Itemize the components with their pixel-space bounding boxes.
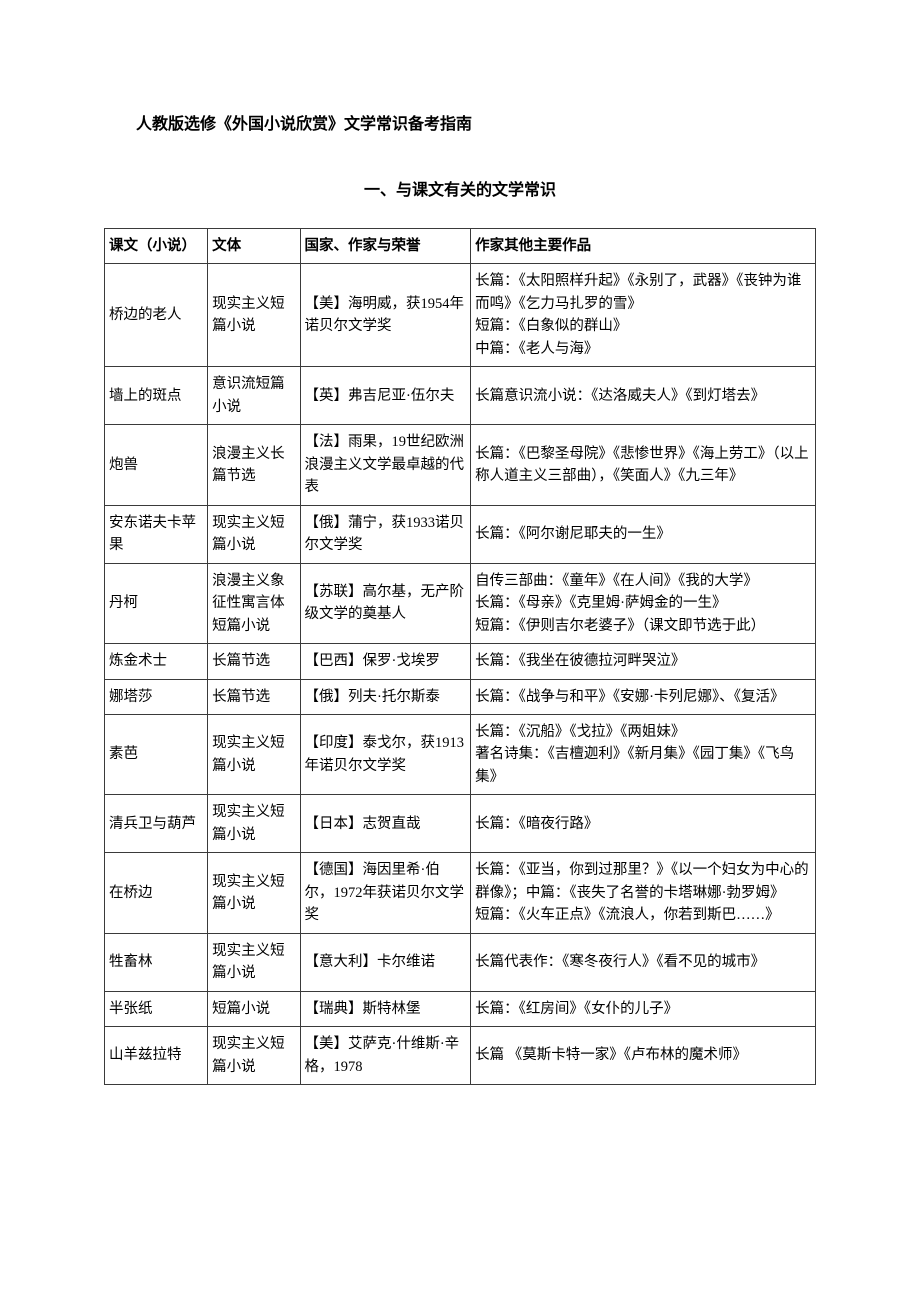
table-row: 素芭现实主义短篇小说【印度】泰戈尔，获1913年诺贝尔文学奖长篇：《沉船》《戈拉… xyxy=(105,714,816,794)
table-cell: 长篇：《沉船》《戈拉》《两姐妹》著名诗集：《吉檀迦利》《新月集》《园丁集》《飞鸟… xyxy=(471,714,816,794)
table-cell: 【意大利】卡尔维诺 xyxy=(300,933,471,991)
table-cell: 长篇：《亚当，你到过那里？》《以一个妇女为中心的群像》；中篇：《丧失了名誉的卡塔… xyxy=(471,853,816,933)
table-cell: 长篇：《阿尔谢尼耶夫的一生》 xyxy=(471,505,816,563)
table-cell: 现实主义短篇小说 xyxy=(208,853,300,933)
table-cell: 炼金术士 xyxy=(105,644,208,679)
table-cell: 现实主义短篇小说 xyxy=(208,505,300,563)
table-cell: 长篇 《莫斯卡特一家》《卢布林的魔术师》 xyxy=(471,1027,816,1085)
table-cell: 浪漫主义象征性寓言体短篇小说 xyxy=(208,563,300,643)
table-cell: 长篇：《战争与和平》《安娜·卡列尼娜》、《复活》 xyxy=(471,679,816,714)
table-cell: 长篇节选 xyxy=(208,679,300,714)
table-cell: 【俄】列夫·托尔斯泰 xyxy=(300,679,471,714)
section-heading: 一、与课文有关的文学常识 xyxy=(104,176,816,200)
table-cell: 牲畜林 xyxy=(105,933,208,991)
table-cell: 【英】弗吉尼亚·伍尔夫 xyxy=(300,367,471,425)
table-row: 清兵卫与葫芦现实主义短篇小说【日本】志贺直哉长篇：《暗夜行路》 xyxy=(105,795,816,853)
table-cell: 【俄】蒲宁，获1933诺贝尔文学奖 xyxy=(300,505,471,563)
table-header-row: 课文（小说） 文体 国家、作家与荣誉 作家其他主要作品 xyxy=(105,229,816,264)
table-row: 娜塔莎长篇节选【俄】列夫·托尔斯泰长篇：《战争与和平》《安娜·卡列尼娜》、《复活… xyxy=(105,679,816,714)
table-row: 炼金术士长篇节选【巴西】保罗·戈埃罗长篇：《我坐在彼德拉河畔哭泣》 xyxy=(105,644,816,679)
table-row: 墙上的斑点意识流短篇小说【英】弗吉尼亚·伍尔夫长篇意识流小说：《达洛威夫人》《到… xyxy=(105,367,816,425)
table-cell: 娜塔莎 xyxy=(105,679,208,714)
table-cell: 现实主义短篇小说 xyxy=(208,933,300,991)
table-cell: 长篇意识流小说：《达洛威夫人》《到灯塔去》 xyxy=(471,367,816,425)
table-cell: 【巴西】保罗·戈埃罗 xyxy=(300,644,471,679)
table-cell: 现实主义短篇小说 xyxy=(208,795,300,853)
table-cell: 意识流短篇小说 xyxy=(208,367,300,425)
table-cell: 长篇：《红房间》《女仆的儿子》 xyxy=(471,991,816,1026)
table-cell: 安东诺夫卡苹果 xyxy=(105,505,208,563)
table-row: 半张纸短篇小说【瑞典】斯特林堡长篇：《红房间》《女仆的儿子》 xyxy=(105,991,816,1026)
table-row: 桥边的老人现实主义短篇小说【美】海明威，获1954年诺贝尔文学奖长篇：《太阳照样… xyxy=(105,264,816,367)
table-cell: 现实主义短篇小说 xyxy=(208,714,300,794)
table-cell: 长篇：《巴黎圣母院》《悲惨世界》《海上劳工》（以上称人道主义三部曲），《笑面人》… xyxy=(471,425,816,505)
table-row: 安东诺夫卡苹果现实主义短篇小说【俄】蒲宁，获1933诺贝尔文学奖长篇：《阿尔谢尼… xyxy=(105,505,816,563)
table-cell: 山羊兹拉特 xyxy=(105,1027,208,1085)
table-cell: 【美】艾萨克·什维斯·辛格，1978 xyxy=(300,1027,471,1085)
table-cell: 桥边的老人 xyxy=(105,264,208,367)
table-cell: 【苏联】高尔基，无产阶级文学的奠基人 xyxy=(300,563,471,643)
table-cell: 墙上的斑点 xyxy=(105,367,208,425)
table-cell: 长篇：《暗夜行路》 xyxy=(471,795,816,853)
table-cell: 素芭 xyxy=(105,714,208,794)
header-works: 作家其他主要作品 xyxy=(471,229,816,264)
table-cell: 现实主义短篇小说 xyxy=(208,1027,300,1085)
table-row: 丹柯浪漫主义象征性寓言体短篇小说【苏联】高尔基，无产阶级文学的奠基人自传三部曲：… xyxy=(105,563,816,643)
table-cell: 长篇代表作：《寒冬夜行人》《看不见的城市》 xyxy=(471,933,816,991)
table-cell: 短篇小说 xyxy=(208,991,300,1026)
table-cell: 长篇：《太阳照样升起》《永别了，武器》《丧钟为谁而鸣》《乞力马扎罗的雪》短篇：《… xyxy=(471,264,816,367)
table-row: 炮兽浪漫主义长篇节选【法】雨果，19世纪欧洲浪漫主义文学最卓越的代表长篇：《巴黎… xyxy=(105,425,816,505)
table-cell: 现实主义短篇小说 xyxy=(208,264,300,367)
table-cell: 半张纸 xyxy=(105,991,208,1026)
header-genre: 文体 xyxy=(208,229,300,264)
table-row: 牲畜林现实主义短篇小说【意大利】卡尔维诺长篇代表作：《寒冬夜行人》《看不见的城市… xyxy=(105,933,816,991)
table-cell: 【法】雨果，19世纪欧洲浪漫主义文学最卓越的代表 xyxy=(300,425,471,505)
table-cell: 清兵卫与葫芦 xyxy=(105,795,208,853)
document-title: 人教版选修《外国小说欣赏》文学常识备考指南 xyxy=(104,110,816,134)
table-row: 山羊兹拉特现实主义短篇小说【美】艾萨克·什维斯·辛格，1978长篇 《莫斯卡特一… xyxy=(105,1027,816,1085)
table-row: 在桥边现实主义短篇小说【德国】海因里希·伯尔，1972年获诺贝尔文学奖长篇：《亚… xyxy=(105,853,816,933)
table-cell: 丹柯 xyxy=(105,563,208,643)
table-cell: 自传三部曲：《童年》《在人间》《我的大学》长篇：《母亲》《克里姆·萨姆金的一生》… xyxy=(471,563,816,643)
table-cell: 浪漫主义长篇节选 xyxy=(208,425,300,505)
table-cell: 【日本】志贺直哉 xyxy=(300,795,471,853)
table-cell: 【德国】海因里希·伯尔，1972年获诺贝尔文学奖 xyxy=(300,853,471,933)
literature-table: 课文（小说） 文体 国家、作家与荣誉 作家其他主要作品 桥边的老人现实主义短篇小… xyxy=(104,228,816,1085)
table-cell: 长篇：《我坐在彼德拉河畔哭泣》 xyxy=(471,644,816,679)
header-text-title: 课文（小说） xyxy=(105,229,208,264)
table-cell: 炮兽 xyxy=(105,425,208,505)
table-cell: 【瑞典】斯特林堡 xyxy=(300,991,471,1026)
table-cell: 在桥边 xyxy=(105,853,208,933)
table-body: 桥边的老人现实主义短篇小说【美】海明威，获1954年诺贝尔文学奖长篇：《太阳照样… xyxy=(105,264,816,1085)
table-cell: 【美】海明威，获1954年诺贝尔文学奖 xyxy=(300,264,471,367)
header-author: 国家、作家与荣誉 xyxy=(300,229,471,264)
table-cell: 【印度】泰戈尔，获1913年诺贝尔文学奖 xyxy=(300,714,471,794)
document-page: 人教版选修《外国小说欣赏》文学常识备考指南 一、与课文有关的文学常识 课文（小说… xyxy=(0,0,920,1125)
table-cell: 长篇节选 xyxy=(208,644,300,679)
